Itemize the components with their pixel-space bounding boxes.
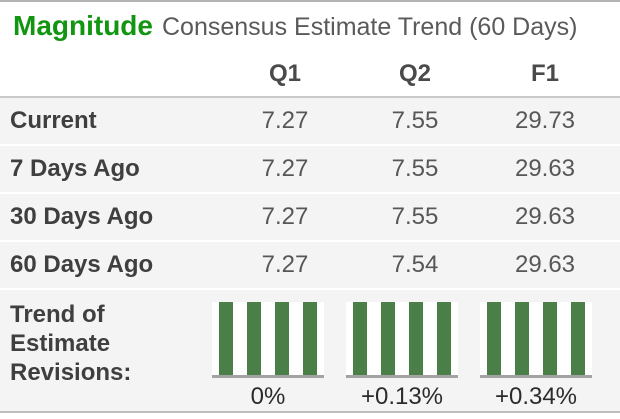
cell-value: 29.73 <box>514 107 576 134</box>
bar <box>515 302 529 375</box>
bar <box>353 302 367 375</box>
trend-charts: 0% +0.13% +0.34% <box>212 290 592 411</box>
revision-percent: +0.34% <box>494 383 578 410</box>
table-rows: Current 7.27 7.55 29.73 7 Days Ago 7.27 7.55 29… <box>0 98 620 290</box>
column-header: F1 <box>530 60 559 87</box>
table-row: Current 7.27 7.55 29.73 <box>0 98 620 146</box>
panel-subtitle: Consensus Estimate Trend (60 Days) <box>162 13 578 41</box>
panel-header: Magnitude Consensus Estimate Trend (60 D… <box>0 2 620 50</box>
trend-label-line: Trend of <box>10 301 105 328</box>
revision-chart: +0.13% <box>346 302 458 411</box>
trend-row: Trend of Estimate Revisions: 0% +0.13% +0.34… <box>0 290 620 411</box>
table-row: 7 Days Ago 7.27 7.55 29.63 <box>0 146 620 194</box>
row-label: Current <box>10 107 97 134</box>
bar <box>381 302 395 375</box>
bar <box>275 302 289 375</box>
bar-chart-icon <box>346 302 458 378</box>
bar <box>487 302 501 375</box>
bar <box>437 302 451 375</box>
cell-value: 29.63 <box>514 155 576 182</box>
bar-chart-icon <box>212 302 324 378</box>
revision-chart: 0% <box>212 302 324 411</box>
trend-label: Trend of Estimate Revisions: <box>0 290 212 411</box>
cell-value: 7.27 <box>261 251 309 278</box>
cell-value: 7.27 <box>261 203 309 230</box>
table-row: 60 Days Ago 7.27 7.54 29.63 <box>0 242 620 290</box>
bar <box>247 302 261 375</box>
cell-value: 7.27 <box>261 155 309 182</box>
revision-chart: +0.34% <box>480 302 592 411</box>
bar <box>303 302 317 375</box>
bar-chart-icon <box>480 302 592 378</box>
cell-value: 7.27 <box>261 107 309 134</box>
revision-percent: 0% <box>250 383 286 410</box>
cell-value: 7.55 <box>391 203 439 230</box>
cell-value: 7.54 <box>391 251 439 278</box>
bar <box>409 302 423 375</box>
trend-label-line: Estimate <box>10 330 111 357</box>
bar <box>543 302 557 375</box>
cell-value: 29.63 <box>514 203 576 230</box>
column-header-spacer <box>0 50 220 96</box>
bar <box>219 302 233 375</box>
panel-title: Magnitude <box>13 10 153 41</box>
cell-value: 7.55 <box>391 155 439 182</box>
cell-value: 7.55 <box>391 107 439 134</box>
column-header: Q1 <box>268 60 301 87</box>
column-headers: Q1 Q2 F1 <box>0 50 620 98</box>
row-label: 7 Days Ago <box>10 155 140 182</box>
row-label: 60 Days Ago <box>10 251 154 278</box>
table-row: 30 Days Ago 7.27 7.55 29.63 <box>0 194 620 242</box>
row-label: 30 Days Ago <box>10 203 154 230</box>
bar <box>571 302 585 375</box>
column-header: Q2 <box>398 60 431 87</box>
revision-percent: +0.13% <box>360 383 444 410</box>
trend-label-line: Revisions: <box>10 359 132 386</box>
cell-value: 29.63 <box>514 251 576 278</box>
